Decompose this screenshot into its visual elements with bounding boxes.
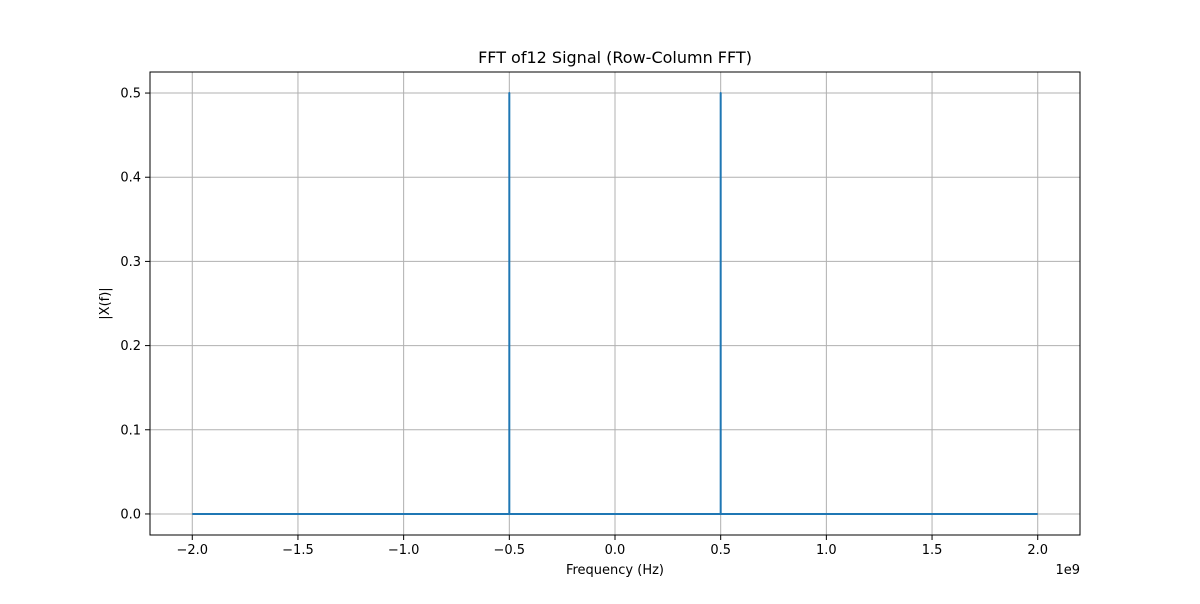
x-tick-label: 0.0 [605, 543, 626, 558]
x-tick-label: −1.0 [388, 543, 420, 558]
grid [150, 72, 1080, 535]
x-tick-label: −1.5 [282, 543, 314, 558]
chart-title: FFT of12 Signal (Row-Column FFT) [478, 48, 752, 67]
x-tick-label: −2.0 [176, 543, 208, 558]
series-line [192, 92, 1038, 515]
x-tick-label: 1.0 [816, 543, 837, 558]
ticks: −2.0 −1.5 −1.0 −0.5 0.0 0.5 1.0 1.5 2.0 0.0 0.1 0.2… [120, 87, 1048, 558]
x-axis-offset-label: 1e9 [1055, 563, 1080, 578]
y-tick-label: 0.4 [120, 171, 141, 186]
y-tick-label: 0.2 [120, 339, 141, 354]
x-tick-label: −0.5 [494, 543, 526, 558]
x-tick-label: 0.5 [710, 543, 731, 558]
series-layer [192, 92, 1038, 515]
y-tick-label: 0.5 [120, 87, 141, 102]
y-tick-label: 0.1 [120, 423, 141, 438]
x-tick-label: 2.0 [1027, 543, 1048, 558]
x-tick-label: 1.5 [922, 543, 943, 558]
y-tick-label: 0.0 [120, 507, 141, 522]
y-axis-label: |X(f)| [98, 287, 113, 319]
y-tick-label: 0.3 [120, 255, 141, 270]
x-axis-label: Frequency (Hz) [566, 563, 664, 578]
